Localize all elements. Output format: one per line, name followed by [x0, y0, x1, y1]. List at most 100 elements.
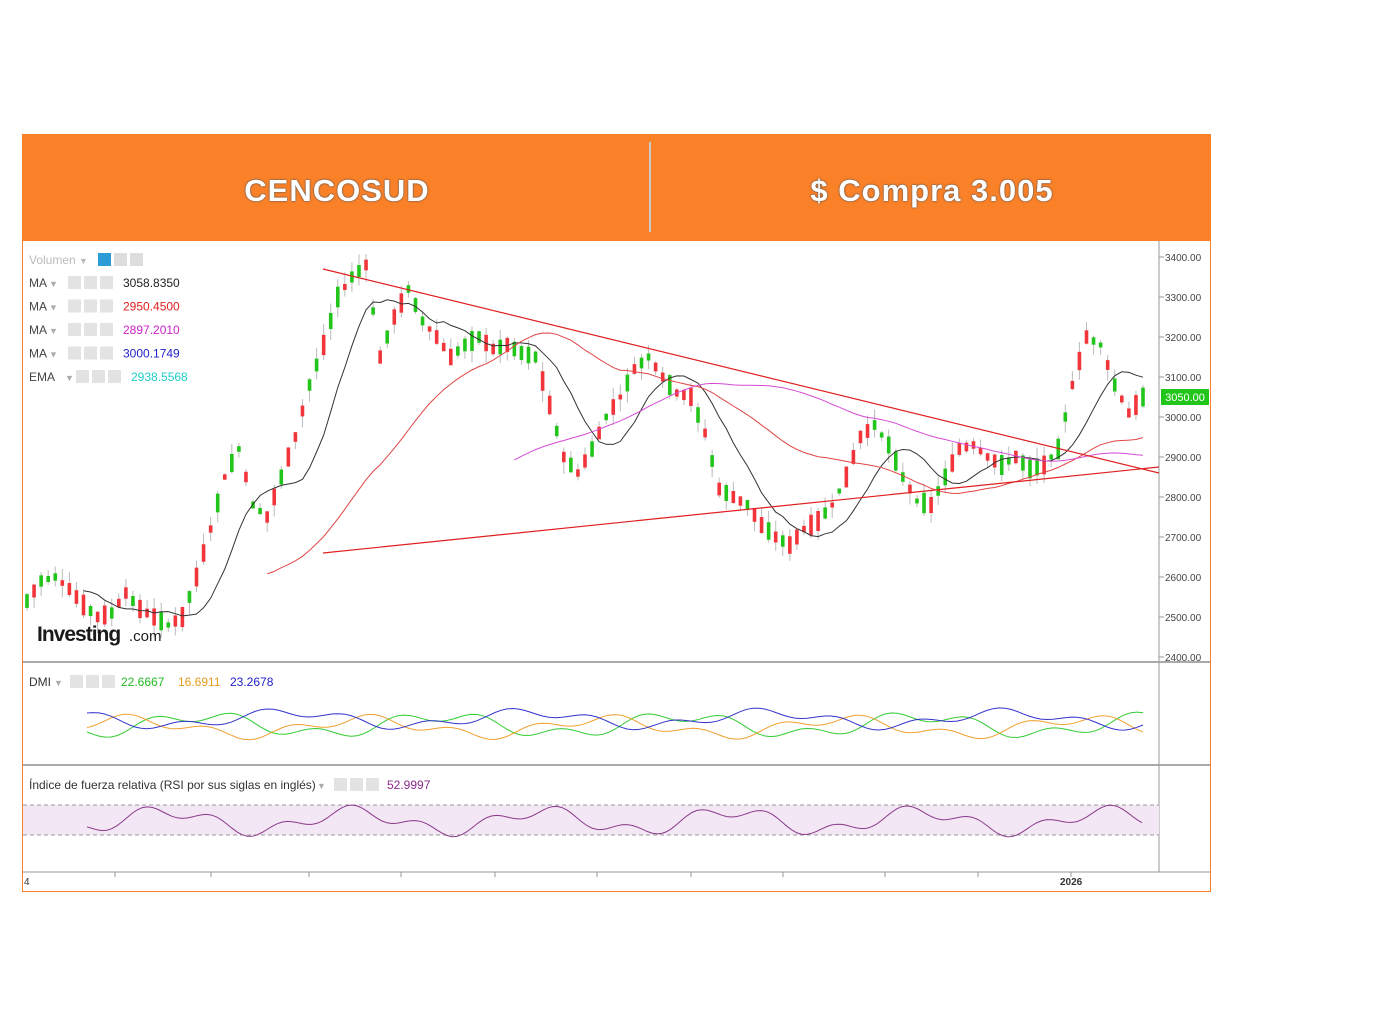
candle: [364, 254, 368, 283]
svg-text:3050.00: 3050.00: [1165, 392, 1205, 404]
candle: [237, 442, 241, 458]
candle: [328, 303, 333, 340]
candle: [60, 568, 65, 598]
close-icon[interactable]: [108, 370, 121, 383]
svg-text:▼: ▼: [317, 781, 326, 791]
candle: [512, 337, 517, 361]
candle: [837, 488, 842, 496]
settings-icon[interactable]: [350, 778, 363, 791]
candle: [307, 377, 312, 402]
close-icon[interactable]: [102, 675, 115, 688]
close-icon[interactable]: [100, 276, 113, 289]
close-icon[interactable]: [366, 778, 379, 791]
rsi-band: [23, 805, 1159, 835]
candle: [420, 311, 425, 332]
candle: [194, 560, 199, 593]
indicator-legend-row[interactable]: EMA ▼ 2938.5568: [29, 370, 188, 384]
indicator-value: 2897.2010: [123, 323, 180, 337]
investing-watermark: Investing .com: [37, 623, 162, 646]
close-icon[interactable]: [100, 299, 113, 313]
candle: [484, 327, 488, 363]
close-icon[interactable]: [130, 253, 143, 266]
candle: [795, 528, 799, 550]
gear-icon[interactable]: [76, 370, 89, 383]
candle: [166, 618, 171, 632]
gear-icon[interactable]: [84, 346, 97, 360]
candle: [321, 324, 326, 361]
candle: [1063, 404, 1068, 433]
candle: [1105, 354, 1110, 381]
gear-icon[interactable]: [84, 323, 97, 336]
gear-icon[interactable]: [68, 346, 81, 360]
candle: [67, 571, 72, 598]
y-tick-label: 3400.00: [1165, 253, 1202, 264]
candle: [244, 468, 248, 486]
candle: [124, 579, 128, 607]
candle: [1042, 446, 1046, 483]
gear-icon[interactable]: [84, 299, 97, 313]
gear-icon[interactable]: [114, 253, 127, 266]
y-tick-label: 3200.00: [1165, 333, 1202, 344]
candle: [915, 494, 919, 508]
candle: [759, 507, 764, 535]
moving-averages: [83, 299, 1144, 617]
gear-icon[interactable]: [68, 299, 81, 313]
candle: [477, 330, 481, 346]
indicator-legend-row[interactable]: MA ▼ 3058.8350: [29, 276, 180, 290]
y-tick-label: 3300.00: [1165, 293, 1202, 304]
candle: [985, 452, 990, 468]
candle: [788, 529, 792, 561]
candle: [463, 335, 467, 359]
candle: [675, 387, 679, 401]
candle: [109, 598, 114, 627]
candle: [505, 336, 510, 361]
candle: [357, 254, 361, 286]
dmi-legend[interactable]: DMI ▼ 22.6667 16.6911 23.2678: [29, 675, 274, 689]
candle: [547, 390, 552, 416]
gear-icon[interactable]: [68, 323, 81, 336]
rsi-legend[interactable]: Índice de fuerza relativa (RSI por sus s…: [29, 777, 431, 792]
eye-icon[interactable]: [98, 253, 111, 266]
candle: [81, 589, 86, 619]
trendlines: [322, 268, 1160, 554]
indicator-value: 2938.5568: [131, 370, 188, 384]
close-icon[interactable]: [100, 323, 113, 336]
candle: [576, 463, 580, 481]
candle: [745, 499, 750, 516]
y-tick-label: 2800.00: [1165, 493, 1202, 504]
dmi-series: [86, 707, 1144, 741]
svg-text:MA: MA: [29, 300, 47, 314]
candle: [286, 446, 291, 468]
candle: [1091, 335, 1096, 355]
trendline: [322, 268, 1160, 474]
gear-icon[interactable]: [84, 276, 97, 289]
indicator-legend-row[interactable]: MA ▼ 3000.1749: [29, 346, 180, 361]
price-chart[interactable]: 3400.00 3300.00 3200.00 3100.00 3000.00 2900.…: [23, 241, 1210, 891]
candlestick-series: [25, 254, 1145, 638]
candle: [625, 367, 630, 403]
candle: [1006, 446, 1011, 471]
candle: [703, 419, 707, 441]
eye-icon[interactable]: [70, 675, 83, 688]
candle: [265, 511, 269, 532]
candle: [696, 402, 700, 432]
candle: [448, 338, 453, 366]
indicator-legend-row[interactable]: MA ▼ 2950.4500: [29, 299, 180, 314]
candle: [399, 286, 404, 318]
indicator-legend-row[interactable]: MA ▼ 2897.2010: [29, 323, 180, 337]
volume-legend[interactable]: Volumen ▼: [29, 253, 143, 267]
chart-frame: 3400.00 3300.00 3200.00 3100.00 3000.00 2900.…: [22, 241, 1211, 892]
candle: [872, 409, 877, 438]
candle: [738, 496, 743, 512]
rsi-value: 52.9997: [387, 778, 431, 792]
gear-icon[interactable]: [68, 276, 81, 289]
y-tick-label: 3100.00: [1165, 373, 1202, 384]
gear-icon[interactable]: [334, 778, 347, 791]
ma-line: [83, 299, 1144, 617]
candle: [646, 345, 651, 370]
close-icon[interactable]: [100, 346, 113, 360]
gear-icon[interactable]: [86, 675, 99, 688]
candle: [470, 326, 474, 363]
gear-icon[interactable]: [92, 370, 105, 383]
candle: [32, 583, 36, 608]
